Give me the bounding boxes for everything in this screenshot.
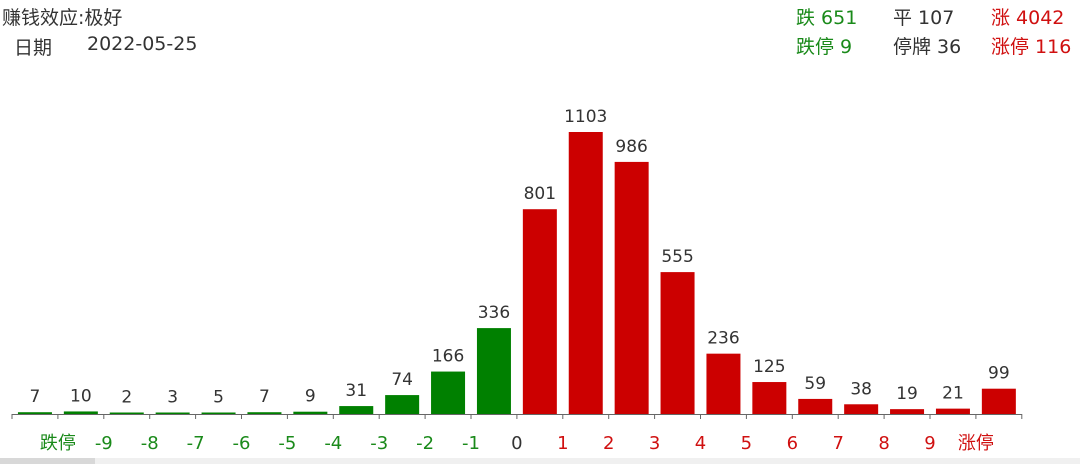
x-tick-label: -8 [141,433,159,454]
x-tick-label: -1 [462,433,480,454]
data-label: 21 [942,384,964,404]
bar [155,412,190,414]
bar [339,406,374,414]
scrollbar-track[interactable] [0,458,1080,464]
data-label: 2 [121,388,132,408]
bar [247,412,282,414]
bar [660,272,695,414]
data-label: 74 [391,370,413,390]
x-tick-label: 3 [649,433,660,454]
data-label: 986 [615,137,647,157]
chart-title: 赚钱效应:极好 [2,7,123,29]
x-tick-label: -2 [416,433,434,454]
bar [981,388,1016,414]
data-label: 336 [478,303,510,323]
data-label: 19 [896,384,918,404]
stat-up: 涨 4042 [991,7,1065,29]
bar [17,412,52,414]
data-label: 99 [988,364,1010,384]
data-label: 5 [213,388,224,408]
stat-limit-down: 跌停 9 [796,36,853,58]
data-label: 166 [432,347,464,367]
bar [844,404,879,414]
bar [752,382,787,414]
bar [798,398,833,414]
data-label: 38 [850,379,872,399]
bar [293,411,328,414]
x-tick-label: 1 [557,433,568,454]
x-tick-label: 7 [832,433,843,454]
data-label: 59 [804,374,826,394]
data-label: 801 [524,184,556,204]
bar [63,411,98,414]
data-label: 125 [753,357,785,377]
stat-suspended: 停牌 36 [893,36,962,58]
date-value: 2022-05-25 [87,33,198,55]
x-tick-label: 8 [878,433,889,454]
bar [614,161,649,414]
bar [522,209,557,414]
data-label: 1103 [564,107,607,127]
x-tick-label: 涨停 [958,433,994,454]
bar [706,353,741,414]
bar [476,328,511,414]
data-label: 3 [167,388,178,408]
x-tick-label: 4 [695,433,706,454]
stat-down: 跌 651 [796,7,858,29]
x-tick-label: 9 [924,433,935,454]
x-tick-label: 5 [741,433,752,454]
bar [431,371,466,414]
x-tick-label: -7 [187,433,205,454]
data-label: 9 [305,387,316,407]
x-tick-label: 跌停 [40,433,76,454]
x-tick-label: 0 [511,433,522,454]
data-label: 7 [30,387,41,407]
stat-flat: 平 107 [893,7,955,29]
bar [201,412,236,414]
bar [935,408,970,414]
data-label: 236 [707,329,739,349]
x-tick-label: 2 [603,433,614,454]
x-tick-label: -4 [324,433,342,454]
data-label: 31 [345,381,367,401]
data-label: 10 [70,386,92,406]
x-tick-label: 6 [787,433,798,454]
x-tick-label: -5 [278,433,296,454]
data-label: 7 [259,387,270,407]
date-label: 日期 [14,37,53,59]
bar [568,132,603,414]
x-tick-label: -9 [95,433,113,454]
x-tick-label: -6 [233,433,251,454]
stat-limit-up: 涨停 116 [991,36,1072,58]
scrollbar-thumb[interactable] [0,458,95,464]
data-label: 555 [661,247,693,267]
bar [385,395,420,414]
bar [890,409,925,414]
x-tick-label: -3 [370,433,388,454]
bar [109,412,144,414]
